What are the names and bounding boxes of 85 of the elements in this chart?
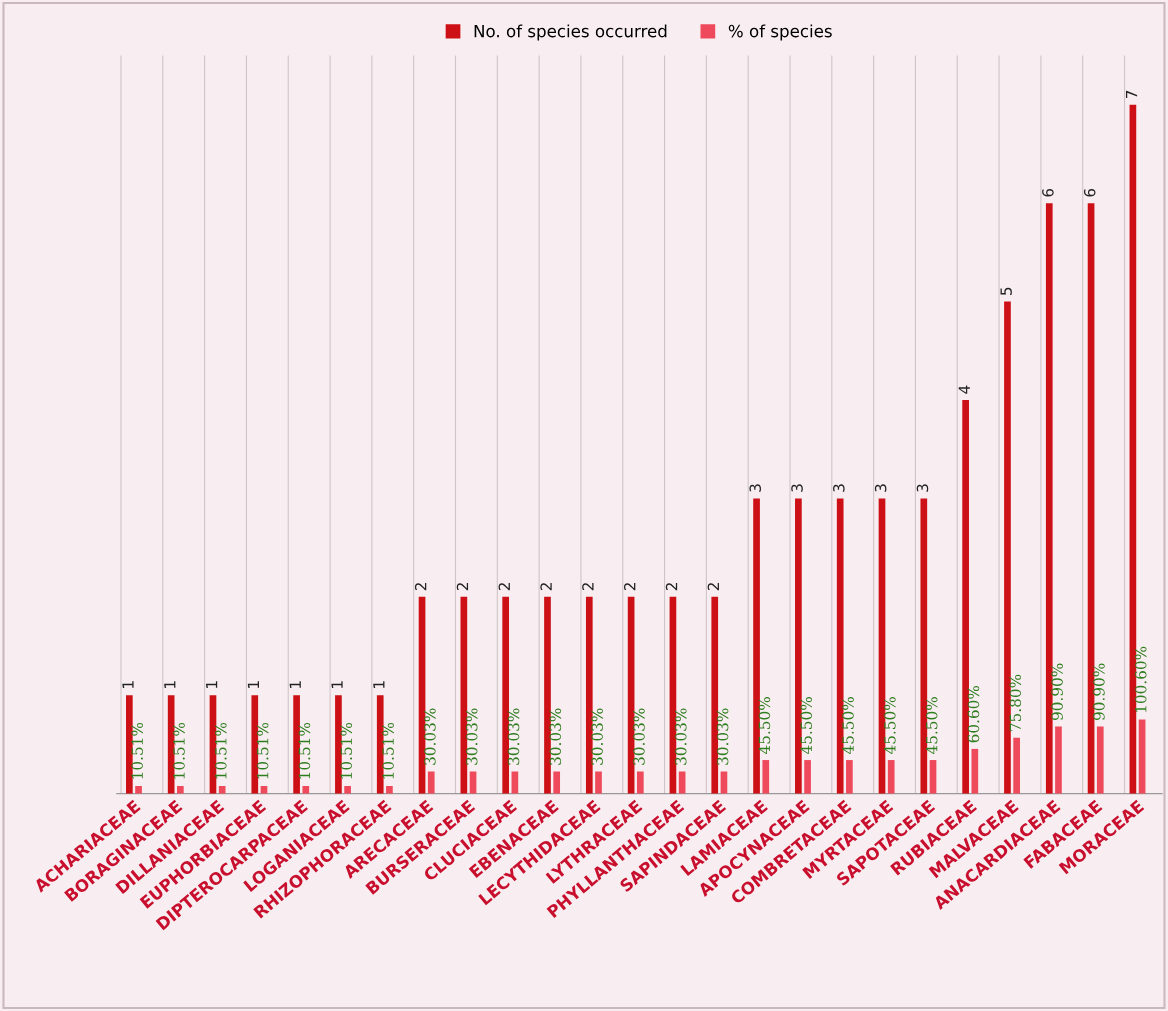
data-label: 2 bbox=[665, 583, 678, 591]
data-label: 10.51% bbox=[173, 722, 185, 779]
data-label: 45.50% bbox=[842, 697, 854, 755]
bar bbox=[762, 760, 770, 794]
data-label: 10.51% bbox=[131, 722, 143, 779]
data-label: 75.80% bbox=[1009, 674, 1022, 731]
data-label: 2 bbox=[456, 583, 469, 591]
data-label: 60.60% bbox=[967, 685, 980, 743]
bar bbox=[386, 785, 393, 794]
bar bbox=[1045, 203, 1053, 794]
bar bbox=[167, 695, 175, 794]
data-label: 10.51% bbox=[215, 722, 227, 779]
bar bbox=[962, 400, 969, 794]
data-label: 5 bbox=[1000, 287, 1012, 295]
data-label: 2 bbox=[582, 583, 594, 591]
bar bbox=[126, 695, 133, 794]
data-label: 30.03% bbox=[549, 708, 562, 765]
data-label: 1 bbox=[247, 681, 259, 688]
bar bbox=[553, 771, 561, 794]
data-label: 1 bbox=[206, 681, 218, 688]
data-label: 2 bbox=[540, 583, 552, 591]
data-label: 30.03% bbox=[507, 708, 520, 765]
data-label: 1 bbox=[122, 681, 134, 688]
bar bbox=[887, 760, 895, 794]
data-label: 3 bbox=[833, 484, 845, 492]
data-label: 45.50% bbox=[800, 697, 813, 755]
bar bbox=[585, 596, 593, 794]
bar bbox=[335, 695, 342, 794]
data-label: 6 bbox=[1042, 188, 1054, 197]
bar bbox=[595, 771, 602, 794]
data-label: 10.51% bbox=[298, 722, 311, 779]
data-label: 30.03% bbox=[716, 708, 729, 765]
data-label: 3 bbox=[749, 484, 761, 492]
legend-label: % of species bbox=[728, 24, 832, 41]
data-label: 1 bbox=[164, 681, 176, 688]
bar bbox=[836, 498, 844, 794]
bar bbox=[920, 498, 928, 794]
data-label: 3 bbox=[791, 484, 803, 492]
bar bbox=[177, 785, 184, 794]
data-label: 10.51% bbox=[382, 722, 394, 779]
data-label: 30.03% bbox=[591, 708, 603, 765]
bar bbox=[795, 498, 802, 794]
data-label: 2 bbox=[707, 583, 719, 591]
bar bbox=[753, 498, 760, 794]
data-label: 45.50% bbox=[884, 697, 896, 755]
data-label: 30.03% bbox=[633, 708, 645, 765]
data-label: 7 bbox=[1125, 90, 1138, 98]
bar bbox=[135, 785, 142, 794]
bar bbox=[427, 771, 435, 794]
data-label: 6 bbox=[1083, 188, 1096, 197]
data-label: 90.90% bbox=[1093, 663, 1105, 721]
data-label: 10.51% bbox=[256, 722, 269, 779]
data-label: 2 bbox=[414, 583, 427, 591]
bar bbox=[1055, 726, 1062, 794]
bar bbox=[636, 771, 644, 794]
data-label: 30.03% bbox=[424, 708, 436, 765]
bar bbox=[376, 695, 384, 794]
bar bbox=[293, 695, 300, 794]
data-label: 3 bbox=[874, 484, 887, 492]
data-label: 45.50% bbox=[925, 697, 938, 755]
bar bbox=[846, 760, 853, 794]
data-label: 10.51% bbox=[340, 722, 353, 779]
data-label: 1 bbox=[289, 681, 301, 688]
data-label: 3 bbox=[916, 484, 929, 492]
data-label: 90.90% bbox=[1051, 663, 1063, 721]
bar bbox=[302, 785, 310, 794]
data-label: 2 bbox=[623, 583, 636, 591]
data-label: 30.03% bbox=[465, 708, 478, 765]
bar bbox=[1096, 726, 1104, 794]
data-label: 45.50% bbox=[758, 697, 771, 755]
bar bbox=[218, 785, 226, 794]
data-label: 2 bbox=[498, 583, 510, 591]
bar bbox=[1004, 301, 1011, 794]
data-label: 1 bbox=[373, 681, 385, 688]
bar bbox=[344, 785, 351, 794]
bar bbox=[251, 695, 259, 794]
bar bbox=[544, 596, 551, 794]
data-label: 1 bbox=[331, 681, 343, 688]
data-label: 4 bbox=[958, 385, 970, 394]
bar bbox=[1013, 737, 1020, 794]
bar bbox=[804, 760, 811, 794]
legend-label: No. of species occurred bbox=[474, 24, 667, 41]
data-label: 30.03% bbox=[675, 708, 687, 765]
bar bbox=[971, 748, 979, 794]
data-label: 100.60% bbox=[1134, 646, 1147, 712]
